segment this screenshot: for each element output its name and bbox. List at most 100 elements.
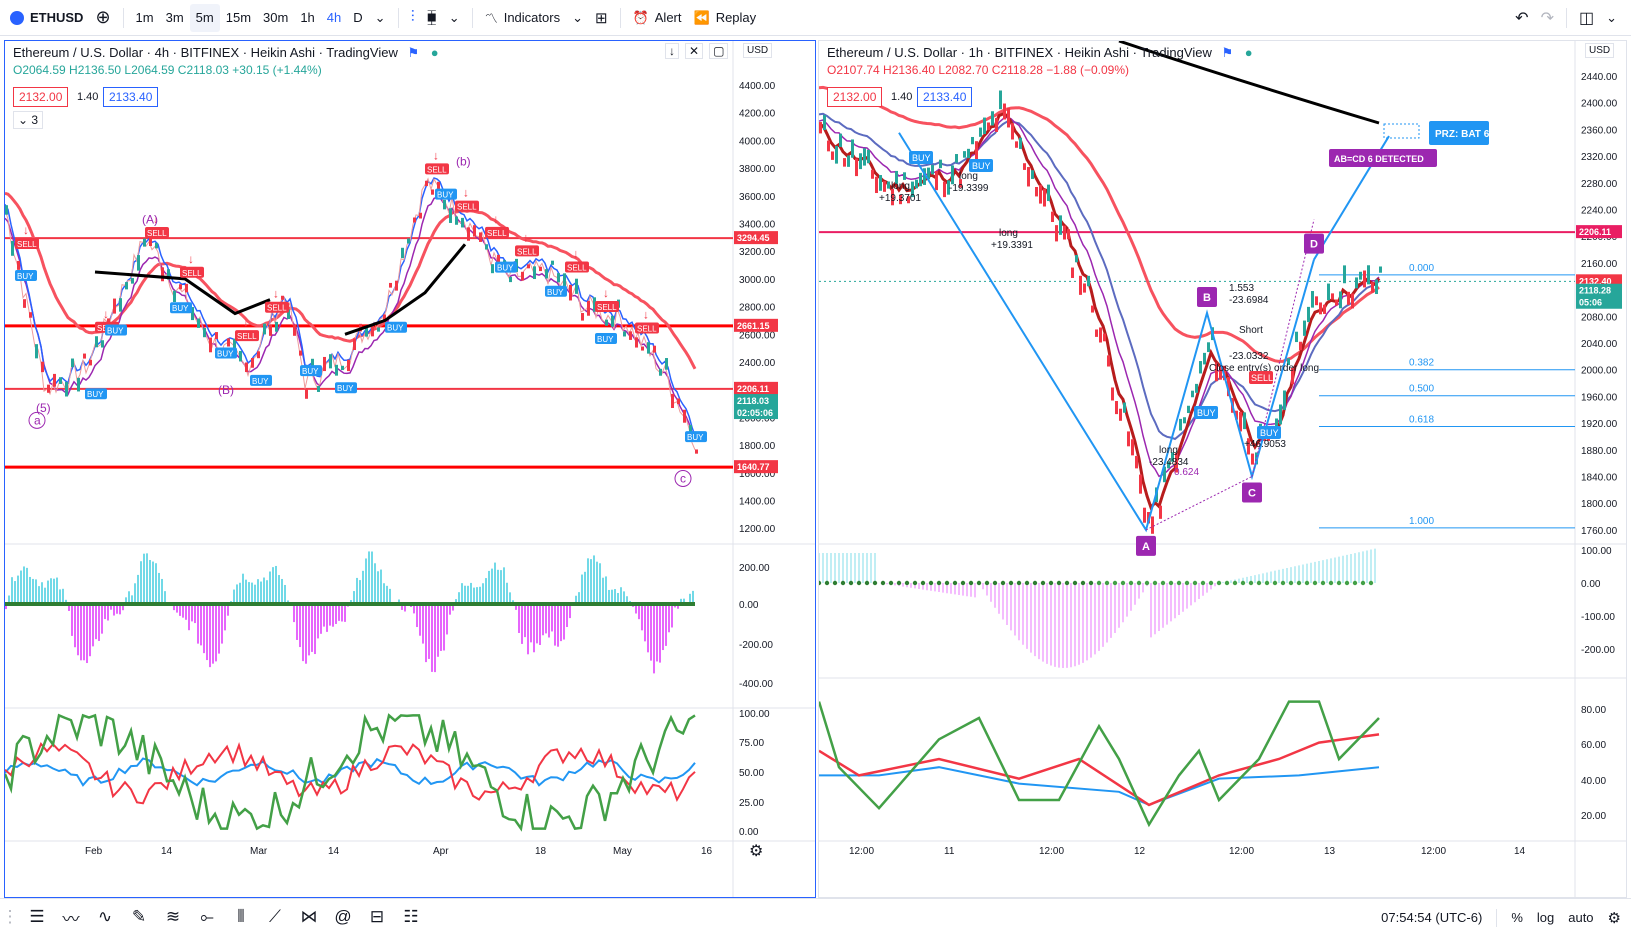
- time-tick-label: Apr: [433, 846, 449, 857]
- chart-settings-gear-icon[interactable]: ⚙: [1607, 909, 1621, 927]
- histogram-bar: [206, 604, 208, 661]
- trade-annotation: long: [959, 171, 978, 182]
- restore-icon[interactable]: ▢: [709, 43, 729, 59]
- buy-signal-tag: [595, 332, 617, 344]
- right-ask-box[interactable]: 2133.40: [917, 87, 973, 107]
- zero-dot: [936, 580, 942, 586]
- clock-time[interactable]: 07:54:54 (UTC-6): [1381, 910, 1483, 925]
- heikin-ashi-candle: [455, 216, 458, 225]
- histogram-bar: [650, 604, 652, 661]
- replay-button[interactable]: ⏪ Replay: [688, 4, 763, 32]
- buy-signal-tag: [105, 324, 127, 336]
- auto-toggle[interactable]: auto: [1568, 910, 1594, 925]
- zero-dot: [1176, 580, 1182, 586]
- right-bid-box[interactable]: 2132.00: [827, 87, 883, 107]
- heikin-ashi-candle: [329, 354, 332, 369]
- heikin-ashi-candle: [1131, 439, 1134, 456]
- heikin-ashi-candle: [323, 356, 326, 372]
- zero-dot: [928, 580, 934, 586]
- settings-gear-icon[interactable]: ⚙: [749, 843, 764, 860]
- histogram-bar: [596, 561, 598, 604]
- fib-level-label: 0.500: [1409, 384, 1434, 395]
- histogram-bar: [581, 574, 583, 604]
- chevron-down-icon[interactable]: ⌄: [1606, 9, 1617, 25]
- redo-icon[interactable]: ↷: [1540, 9, 1554, 27]
- position-icon[interactable]: ⊟: [369, 907, 385, 926]
- sell-arrow-icon: ↓: [188, 252, 194, 266]
- price-tick-label: 2280.00: [1581, 179, 1618, 190]
- compare-add-icon[interactable]: ⊕: [95, 7, 111, 27]
- histogram-bar: [245, 579, 247, 604]
- right-chart-pane[interactable]: 0.000 0.382 0.500 0.618 1.000 A B C D PRZ: BAT 6 A…: [818, 40, 1627, 898]
- heikin-ashi-candle: [227, 338, 230, 347]
- histogram-bar: [383, 583, 385, 604]
- right-currency-label[interactable]: USD: [1585, 43, 1615, 58]
- heikin-ashi-candle: [335, 364, 338, 376]
- trend-line-icon[interactable]: ⟋: [269, 907, 281, 926]
- histogram-bar: [644, 604, 646, 642]
- interval-5m[interactable]: 5m: [189, 3, 220, 32]
- bars-pattern-icon[interactable]: ⦀: [237, 907, 245, 926]
- histogram-bar: [539, 604, 541, 645]
- log-toggle[interactable]: log: [1536, 910, 1555, 925]
- candles-icon[interactable]: ⧯: [426, 8, 437, 26]
- histogram-bar: [599, 563, 601, 604]
- left-ask-box[interactable]: 2133.40: [103, 87, 159, 107]
- zero-dot: [1248, 580, 1254, 586]
- bar-style-icon[interactable]: ⫶: [410, 8, 415, 26]
- buy-signal-tag: [909, 151, 933, 164]
- left-chart-pane[interactable]: SELL ↓ SELL ↓ SELL ↓ SELL ↓ SELL ↓ SELL ↓ SELL ↓ SELL ↓…: [4, 40, 816, 898]
- horizontal-ray-icon[interactable]: ⟜: [200, 907, 214, 926]
- drawing-toolbar: ⋮ ☰ 〰 ∿ ✎ ≋ ⟜ ⦀ ⟋ ⋈ @ ⊟ ☷ 07:54:54 (UTC-…: [0, 898, 1631, 935]
- percent-toggle[interactable]: %: [1511, 910, 1523, 925]
- interval-15m[interactable]: 15m: [225, 10, 252, 25]
- interval-1h[interactable]: 1h: [300, 10, 315, 25]
- buy-signal-tag: [495, 261, 517, 273]
- pattern-point-badge: [1197, 286, 1217, 307]
- right-chart-canvas[interactable]: 0.000 0.382 0.500 0.618 1.000 A B C D PRZ: BAT 6 A…: [819, 41, 1627, 898]
- interval-3m[interactable]: 3m: [165, 10, 184, 25]
- chevron-down-icon[interactable]: ⌄: [572, 9, 583, 25]
- left-chart-canvas[interactable]: SELL ↓ SELL ↓ SELL ↓ SELL ↓ SELL ↓ SELL ↓ SELL ↓ SELL ↓…: [5, 41, 816, 898]
- histogram-bar: [653, 604, 655, 674]
- interval-4h[interactable]: 4h: [326, 10, 342, 25]
- interval-D[interactable]: D: [353, 10, 363, 25]
- heikin-ashi-candle: [431, 189, 434, 195]
- trend-lines-icon[interactable]: ☰: [29, 907, 45, 926]
- arrow-down-icon[interactable]: ↓: [665, 43, 679, 59]
- sell-signal-tag: [15, 237, 39, 249]
- chevron-down-icon[interactable]: ⌄: [448, 9, 460, 25]
- histogram-bar: [473, 587, 475, 604]
- drag-handle-icon[interactable]: ⋮: [1, 907, 19, 926]
- left-currency-label[interactable]: USD: [743, 43, 773, 58]
- left-bid-box[interactable]: 2132.00: [13, 87, 69, 107]
- interval-30m[interactable]: 30m: [263, 10, 289, 25]
- heikin-ashi-candle: [119, 298, 122, 312]
- zero-dot: [1088, 580, 1094, 586]
- close-icon[interactable]: ✕: [685, 43, 704, 59]
- more-tools-icon[interactable]: ☷: [403, 907, 419, 926]
- histogram-bar: [491, 568, 493, 604]
- symbol-search[interactable]: ETHUSD: [0, 4, 89, 32]
- fib-spiral-icon[interactable]: @: [334, 907, 352, 926]
- templates-icon[interactable]: ⊞: [595, 9, 608, 27]
- xabcd-pattern-icon[interactable]: ⋈: [300, 907, 318, 926]
- wave-label: (B): [218, 383, 234, 397]
- left-layers-toggle[interactable]: ⌄ 3: [13, 111, 44, 129]
- zero-dot: [1224, 580, 1230, 586]
- price-level-tag: [1576, 295, 1622, 309]
- parallel-channel-icon[interactable]: ≋: [165, 907, 181, 926]
- zero-dot: [1016, 580, 1022, 586]
- pencil-icon[interactable]: ✎: [131, 907, 147, 926]
- interval-1m[interactable]: 1m: [135, 10, 154, 25]
- wave-abc-icon[interactable]: 〰: [62, 909, 80, 929]
- undo-icon[interactable]: ↶: [1515, 9, 1529, 27]
- histogram-bar: [11, 577, 13, 604]
- price-tick-label: 1200.00: [739, 524, 776, 535]
- wave-123-icon[interactable]: ∿: [97, 907, 113, 926]
- indicators-button[interactable]: 〽 Indicators: [479, 4, 566, 32]
- layout-icon[interactable]: ◫: [1578, 9, 1595, 27]
- alert-button[interactable]: ⏰ Alert: [627, 4, 688, 32]
- right-chart-title: Ethereum / U.S. Dollar · 1h · BITFINEX ·…: [827, 45, 1253, 61]
- chevron-down-icon[interactable]: ⌄: [374, 9, 386, 25]
